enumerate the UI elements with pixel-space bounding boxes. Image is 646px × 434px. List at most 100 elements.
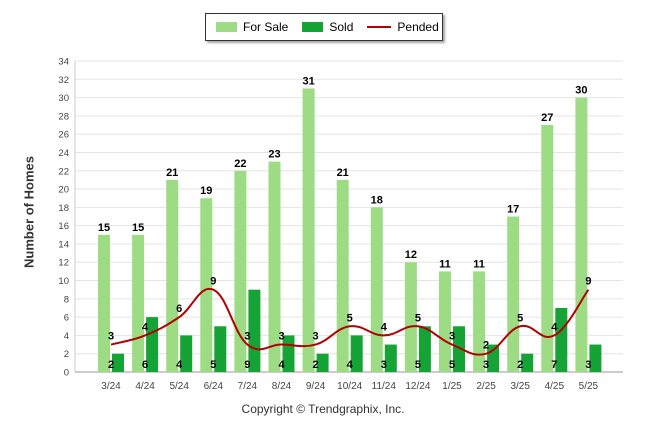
bar-sold	[214, 326, 227, 372]
data-label-for-sale: 31	[302, 75, 314, 87]
line-pended	[110, 287, 590, 356]
data-label-pended: 3	[313, 331, 319, 343]
bar-for-sale	[132, 234, 145, 372]
data-label-for-sale: 22	[234, 158, 246, 170]
bar-sold	[316, 353, 329, 372]
data-label-for-sale: 11	[439, 258, 451, 270]
legend-item-pended[interactable]: Pended	[367, 20, 439, 34]
y-tick-label: 20	[58, 185, 69, 196]
x-tick-label: 4/25	[545, 381, 565, 392]
x-tick-label: 4/24	[135, 381, 155, 392]
data-label-pended: 4	[142, 321, 149, 333]
x-tick-label: 3/24	[101, 381, 121, 392]
data-label-for-sale: 15	[132, 222, 144, 234]
data-label-pended: 3	[278, 331, 284, 343]
copyright-text: Copyright © Trendgraphix, Inc.	[241, 402, 405, 416]
data-label-for-sale: 30	[575, 85, 587, 97]
data-label-sold: 5	[415, 359, 421, 371]
legend-swatch-sold	[302, 22, 324, 32]
bar-sold	[521, 353, 534, 372]
x-tick-label: 11/24	[372, 381, 397, 392]
legend-swatch-pended	[367, 26, 392, 28]
y-tick-label: 32	[58, 75, 69, 86]
data-label-sold: 2	[108, 359, 114, 371]
legend-swatch-for-sale	[216, 22, 237, 32]
y-tick-label: 22	[58, 166, 69, 177]
data-label-pended: 5	[517, 312, 523, 324]
data-label-for-sale: 12	[405, 249, 417, 261]
data-label-for-sale: 18	[371, 194, 383, 206]
x-tick-label: 9/24	[306, 381, 326, 392]
y-tick-label: 0	[64, 368, 69, 379]
bar-sold	[350, 335, 363, 372]
bar-sold	[418, 326, 431, 372]
data-label-sold: 3	[483, 359, 489, 371]
y-tick-label: 26	[58, 130, 69, 141]
x-tick-label: 3/25	[510, 381, 530, 392]
bar-sold	[589, 344, 602, 372]
data-label-sold: 2	[517, 359, 523, 371]
bar-for-sale	[439, 271, 451, 372]
bar-for-sale	[98, 234, 110, 372]
x-tick-label: 5/24	[169, 381, 189, 392]
bar-for-sale	[473, 271, 486, 372]
data-label-sold: 6	[142, 359, 148, 371]
x-tick-label: 12/24	[405, 381, 430, 392]
bar-for-sale	[507, 216, 520, 372]
bar-for-sale	[370, 207, 383, 372]
y-tick-label: 18	[58, 203, 69, 214]
data-label-pended: 3	[244, 331, 250, 343]
x-tick-label: 1/25	[442, 381, 462, 392]
legend: For Sale Sold Pended	[205, 13, 443, 41]
x-tick-label: 5/25	[579, 381, 599, 392]
y-tick-label: 6	[64, 313, 69, 324]
data-label-sold: 4	[278, 359, 285, 371]
x-tick-label: 6/24	[204, 381, 224, 392]
data-label-sold: 2	[313, 359, 319, 371]
bar-for-sale	[404, 262, 417, 372]
bar-sold	[453, 326, 465, 372]
y-tick-label: 14	[58, 239, 69, 250]
data-label-pended: 9	[210, 276, 216, 288]
y-tick-label: 4	[64, 331, 69, 342]
legend-item-for-sale[interactable]: For Sale	[216, 20, 288, 34]
x-tick-label: 7/24	[238, 381, 258, 392]
y-tick-label: 16	[58, 221, 69, 232]
data-label-pended: 5	[347, 312, 353, 324]
bar-for-sale	[302, 88, 315, 373]
legend-label-sold: Sold	[329, 20, 354, 34]
bar-sold	[112, 353, 124, 372]
data-label-sold: 5	[210, 359, 216, 371]
data-label-sold: 4	[176, 359, 183, 371]
data-label-sold: 3	[381, 359, 387, 371]
data-label-pended: 6	[176, 303, 182, 315]
data-label-pended: 3	[108, 331, 114, 343]
y-tick-label: 24	[58, 148, 69, 159]
data-label-for-sale: 23	[268, 149, 280, 161]
y-tick-label: 34	[58, 57, 69, 68]
data-label-for-sale: 11	[473, 258, 485, 270]
bar-for-sale	[200, 198, 213, 372]
data-label-sold: 5	[449, 359, 455, 371]
data-label-sold: 4	[347, 359, 354, 371]
data-label-for-sale: 17	[507, 204, 519, 216]
bar-for-sale	[541, 125, 554, 372]
data-label-for-sale: 19	[200, 185, 212, 197]
bar-for-sale	[234, 170, 247, 372]
data-label-pended: 4	[381, 321, 388, 333]
bar-for-sale	[166, 179, 179, 372]
data-label-pended: 9	[585, 276, 591, 288]
y-tick-label: 12	[58, 258, 69, 269]
data-label-pended: 4	[551, 321, 558, 333]
data-label-sold: 3	[585, 359, 591, 371]
legend-item-sold[interactable]: Sold	[302, 20, 353, 34]
y-tick-label: 10	[58, 276, 69, 287]
y-tick-label: 2	[64, 349, 69, 360]
y-tick-label: 28	[58, 111, 69, 122]
data-label-pended: 5	[415, 312, 421, 324]
bar-for-sale	[336, 179, 349, 372]
data-label-for-sale: 15	[98, 222, 110, 234]
bar-sold	[180, 335, 193, 372]
data-label-sold: 7	[551, 359, 557, 371]
